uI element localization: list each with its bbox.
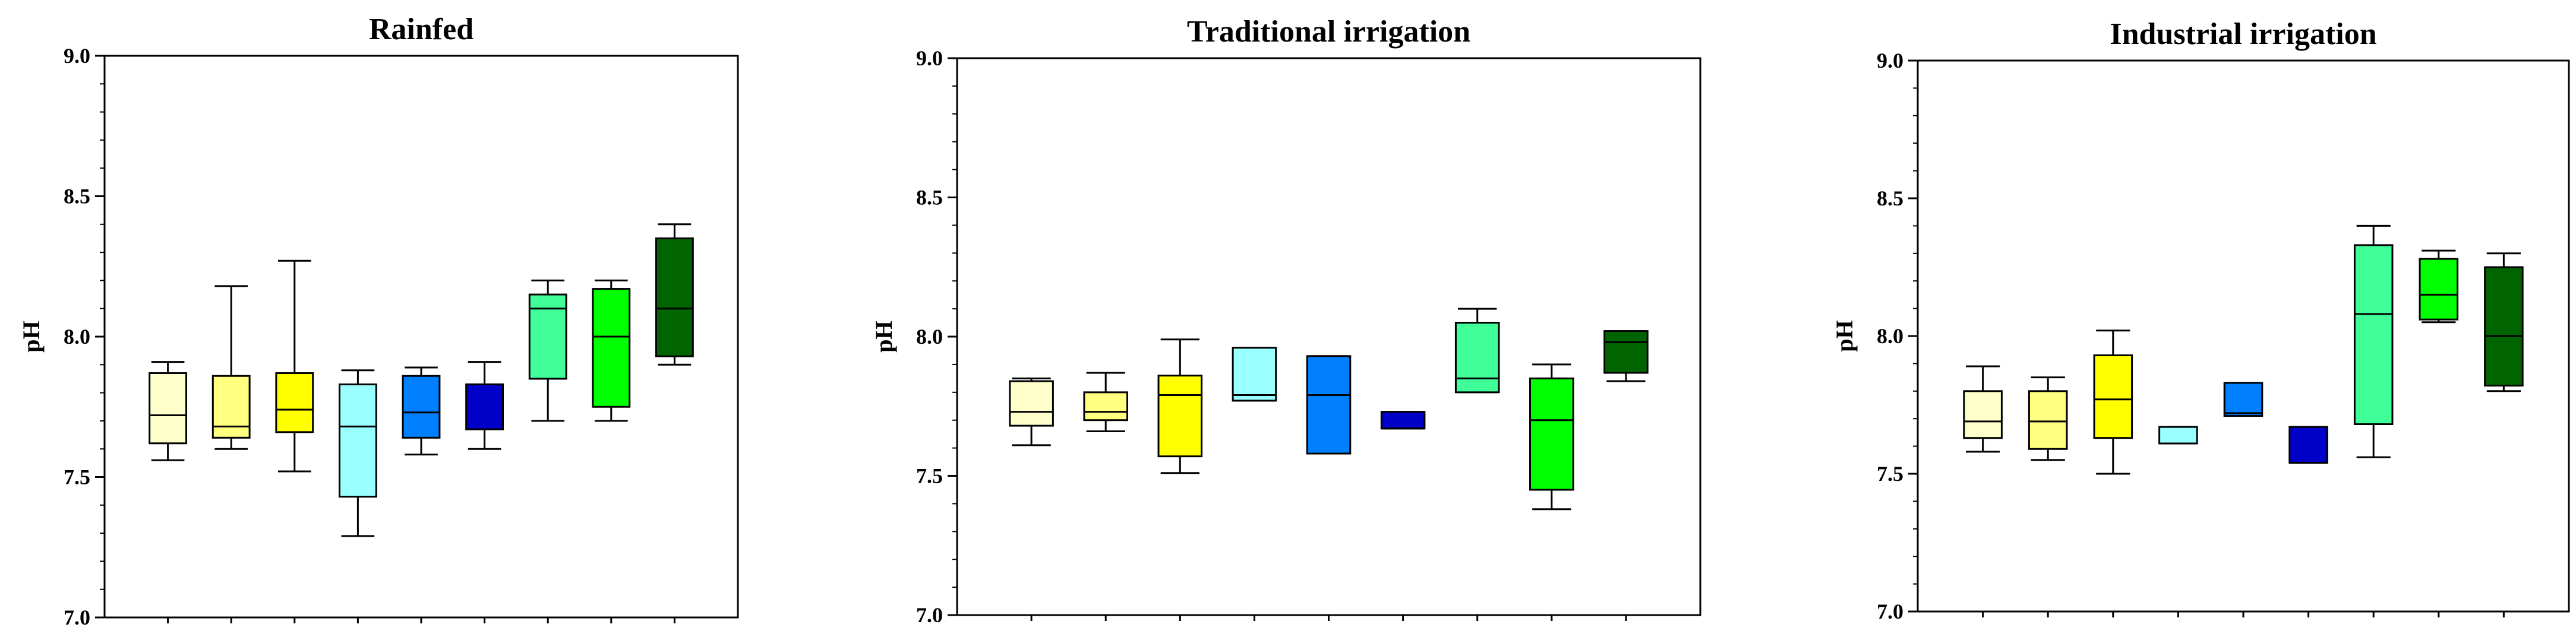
plot-frame <box>103 55 739 619</box>
iqr-box <box>1009 380 1054 427</box>
box-plot-1 <box>149 361 188 461</box>
y-tick-labels: 7.0 7.5 8.0 8.5 9.0 <box>1877 49 1903 623</box>
box-plot-6 <box>2288 426 2328 464</box>
iqr-box <box>211 375 251 439</box>
iqr-box <box>1454 322 1500 394</box>
panel-traditional-irrigation: Traditional irrigation pH 7.0 7.5 8.0 8.… <box>870 15 1701 627</box>
y-axis-label: pH <box>18 321 45 352</box>
iqr-box <box>149 372 188 445</box>
y-tick-label: 8.5 <box>64 185 90 208</box>
iqr-box <box>1603 330 1649 374</box>
y-axis-label: pH <box>870 321 897 352</box>
plot-frame <box>956 57 1701 616</box>
plot-area <box>1908 59 2570 617</box>
box-plot-5 <box>2223 382 2264 417</box>
y-tick-label: 8.0 <box>916 325 943 348</box>
box-plot-7 <box>1454 308 1500 394</box>
iqr-box <box>655 237 694 357</box>
box-plot-7 <box>528 279 567 422</box>
iqr-box <box>2223 382 2264 417</box>
box-plot-5 <box>1306 355 1352 455</box>
iqr-box <box>1529 377 1574 491</box>
plot-frame <box>1917 59 2570 613</box>
box-plot-9 <box>2484 252 2524 392</box>
y-tick-label: 7.0 <box>1877 600 1903 623</box>
iqr-box <box>402 375 441 439</box>
box-plot-4 <box>1232 347 1277 402</box>
panel-title: Traditional irrigation <box>1187 15 1470 49</box>
box-plot-8 <box>1529 363 1574 511</box>
iqr-box <box>1306 355 1352 455</box>
iqr-box <box>1380 411 1426 430</box>
box-plot-9 <box>1603 330 1649 382</box>
iqr-box <box>465 383 504 430</box>
panel-rainfed: Rainfed pH 7.0 7.5 8.0 8.5 9.0 <box>18 12 739 629</box>
y-tick-label: 8.0 <box>64 325 90 348</box>
y-tick-label: 7.5 <box>1877 462 1903 486</box>
iqr-box <box>2288 426 2328 464</box>
panel-industrial-irrigation: Industrial irrigation pH 7.0 7.5 8.0 8.5… <box>1831 17 2570 623</box>
box-plot-4 <box>2158 426 2198 445</box>
box-plot-3 <box>2093 329 2133 475</box>
panel-title: Rainfed <box>369 12 473 46</box>
box-plot-7 <box>2353 224 2394 458</box>
panel-title: Industrial irrigation <box>2110 17 2376 51</box>
y-tick-label: 7.5 <box>64 465 90 489</box>
iqr-box <box>592 288 631 408</box>
box-plot-2 <box>211 285 251 450</box>
y-tick-label: 9.0 <box>1877 49 1903 72</box>
iqr-box <box>1963 390 2003 439</box>
plot-area <box>948 57 1701 621</box>
box-plot-4 <box>338 369 377 537</box>
box-plot-1 <box>1009 377 1054 446</box>
y-axis-label: pH <box>1831 320 1858 351</box>
iqr-box <box>2158 426 2198 445</box>
iqr-box <box>1083 391 1128 422</box>
iqr-box <box>2419 258 2459 321</box>
y-tick-label: 7.5 <box>916 464 943 488</box>
iqr-box <box>1157 375 1203 458</box>
iqr-box <box>528 293 567 380</box>
box-plot-5 <box>402 366 441 456</box>
box-plot-3 <box>275 259 314 473</box>
iqr-box <box>2484 266 2524 387</box>
y-tick-label: 8.0 <box>1877 324 1903 348</box>
box-plot-8 <box>2419 249 2459 324</box>
box-plot-2 <box>2028 376 2068 461</box>
y-tick-label: 8.5 <box>916 186 943 210</box>
iqr-box <box>338 383 377 498</box>
iqr-box <box>2093 354 2133 439</box>
box-plot-3 <box>1157 338 1203 474</box>
box-plot-1 <box>1963 365 2003 453</box>
iqr-box <box>2353 244 2394 425</box>
box-plot-8 <box>592 279 631 422</box>
y-tick-label: 7.0 <box>64 606 90 629</box>
y-tick-label: 8.5 <box>1877 186 1903 210</box>
box-plot-6 <box>1380 411 1426 430</box>
y-tick-label: 7.0 <box>916 603 943 627</box>
y-tick-label: 9.0 <box>916 46 943 70</box>
iqr-box <box>1232 347 1277 402</box>
y-tick-labels: 7.0 7.5 8.0 8.5 9.0 <box>64 44 90 629</box>
iqr-box <box>2028 390 2068 450</box>
plot-area <box>95 55 739 623</box>
y-tick-label: 9.0 <box>64 44 90 68</box>
box-plot-6 <box>465 361 504 450</box>
box-plot-9 <box>655 223 694 366</box>
box-plot-2 <box>1083 372 1128 432</box>
y-tick-labels: 7.0 7.5 8.0 8.5 9.0 <box>916 46 943 627</box>
iqr-box <box>275 372 314 433</box>
